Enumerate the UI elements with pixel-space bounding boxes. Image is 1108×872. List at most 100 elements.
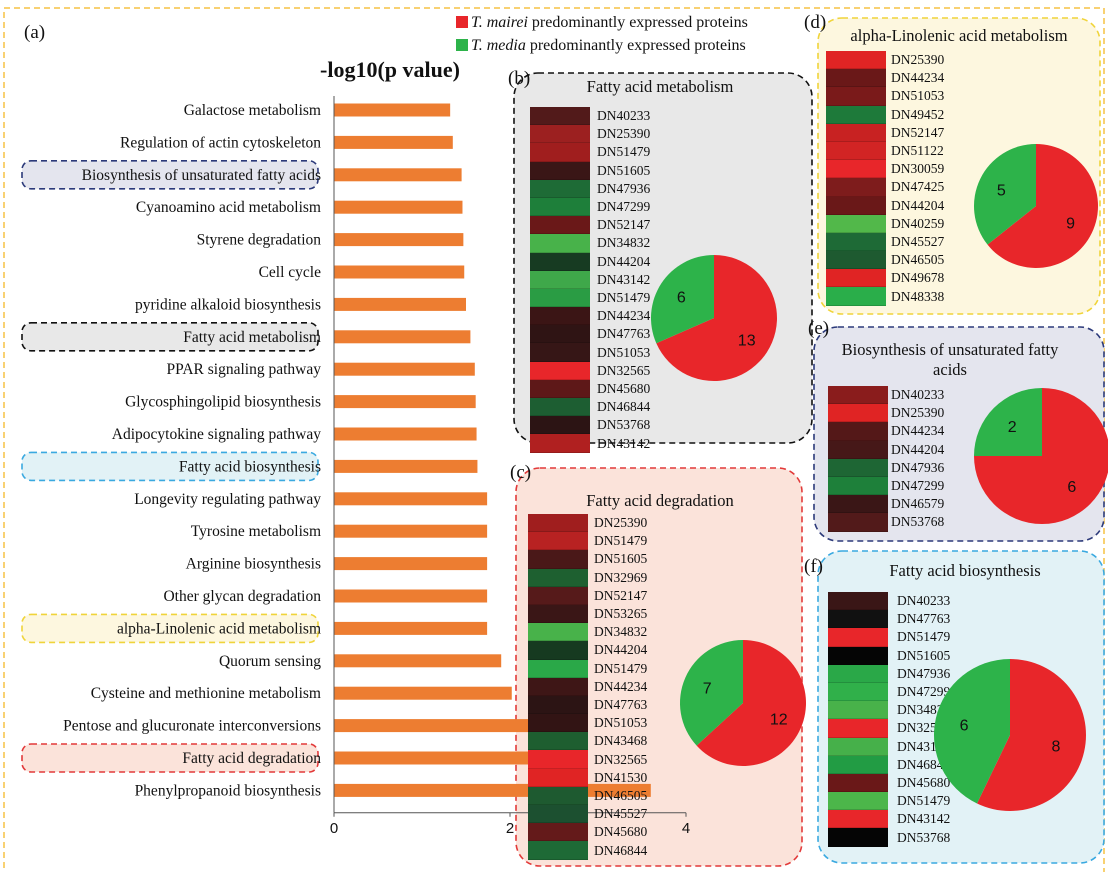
bar-category-label: Fatty acid biosynthesis bbox=[179, 458, 321, 475]
heatmap-cell bbox=[530, 161, 590, 180]
bar bbox=[334, 524, 488, 538]
heatmap-cell bbox=[826, 287, 886, 306]
heatmap-cell bbox=[828, 404, 888, 423]
heatmap-row-labels: DN25390 DN51479 DN51605 DN32969 DN52147 DN532… bbox=[594, 514, 647, 860]
bar-category-label: Regulation of actin cytoskeleton bbox=[120, 134, 321, 151]
protein-id-label: DN25390 bbox=[891, 405, 945, 421]
bar bbox=[334, 459, 478, 473]
heatmap-cell bbox=[828, 664, 888, 683]
protein-id-label: DN53768 bbox=[597, 417, 651, 433]
highlight-box bbox=[21, 160, 319, 190]
heatmap-cell bbox=[828, 476, 888, 496]
legend-item-media: T. media predominantly expressed protein… bbox=[456, 37, 746, 55]
heatmap-cell bbox=[828, 386, 888, 405]
protein-id-label: DN53768 bbox=[891, 514, 945, 530]
protein-id-label: DN51479 bbox=[597, 290, 651, 306]
legend-text-mairei: predominantly expressed proteins bbox=[527, 14, 748, 31]
protein-id-label: DN44204 bbox=[597, 253, 651, 269]
heatmap-cell bbox=[826, 87, 886, 106]
protein-id-label: DN48338 bbox=[891, 288, 945, 304]
protein-id-label: DN43142 bbox=[597, 271, 651, 287]
bar-category-label: pyridine alkaloid biosynthesis bbox=[135, 296, 321, 313]
protein-id-label: DN32565 bbox=[594, 751, 648, 767]
heatmap-cell bbox=[528, 532, 588, 551]
heatmap-cell bbox=[528, 550, 588, 569]
panel-label-f: (f) bbox=[804, 556, 823, 577]
heatmap-cell bbox=[528, 568, 588, 587]
heatmap-column bbox=[828, 386, 888, 532]
legend-species-mairei: T. mairei bbox=[471, 14, 528, 31]
heatmap-cell bbox=[530, 234, 590, 253]
bar bbox=[334, 362, 475, 376]
bar-category-label: Phenylpropanoid biosynthesis bbox=[135, 782, 321, 799]
protein-id-label: DN46844 bbox=[597, 399, 651, 415]
heatmap-cell bbox=[826, 196, 886, 215]
protein-id-label: DN47936 bbox=[891, 459, 945, 475]
heatmap-cell bbox=[528, 677, 588, 696]
protein-id-label: DN52147 bbox=[891, 124, 945, 140]
heatmap-cell bbox=[828, 458, 888, 477]
protein-id-label: DN51053 bbox=[594, 715, 648, 731]
heatmap-row-labels: DN40233 DN25390 DN51479 DN51605 DN47936 DN472… bbox=[597, 107, 650, 453]
heatmap-cell bbox=[828, 440, 888, 459]
bar bbox=[334, 265, 465, 279]
protein-id-label: DN47936 bbox=[597, 180, 651, 196]
bar-category-label: Galactose metabolism bbox=[184, 102, 321, 119]
heatmap-cell bbox=[528, 659, 588, 678]
protein-id-label: DN49678 bbox=[891, 270, 945, 286]
protein-id-label: DN45527 bbox=[594, 806, 648, 822]
panel-label-b: (b) bbox=[508, 68, 531, 89]
heatmap-cell bbox=[828, 682, 888, 702]
bar-category-label: Cyanoamino acid metabolism bbox=[136, 199, 321, 216]
protein-id-label: DN47299 bbox=[597, 199, 651, 215]
protein-id-label: DN46844 bbox=[594, 842, 648, 858]
heatmap-cell bbox=[530, 434, 590, 453]
protein-id-label: DN34832 bbox=[594, 624, 648, 640]
heatmap-cell bbox=[530, 398, 590, 417]
protein-id-label: DN51479 bbox=[594, 660, 648, 676]
protein-id-label: DN43142 bbox=[597, 435, 651, 451]
heatmap-cell bbox=[530, 288, 590, 308]
bar bbox=[334, 233, 464, 247]
heatmap-cell bbox=[826, 269, 886, 288]
protein-id-label: DN45680 bbox=[594, 824, 648, 840]
protein-id-label: DN53768 bbox=[897, 829, 951, 845]
protein-id-label: DN44234 bbox=[597, 308, 651, 324]
bar bbox=[334, 492, 488, 506]
bar bbox=[334, 751, 563, 765]
protein-id-label: DN51605 bbox=[594, 551, 648, 567]
bar-chart: Galactose metabolism Regulation of actin … bbox=[21, 96, 690, 837]
protein-id-label: DN47763 bbox=[597, 326, 651, 342]
protein-id-label: DN51122 bbox=[891, 143, 944, 159]
protein-id-label: DN47763 bbox=[594, 697, 648, 713]
bar bbox=[334, 135, 453, 149]
heatmap-cell bbox=[530, 216, 590, 235]
heatmap-column bbox=[828, 592, 888, 847]
heatmap-cell bbox=[530, 379, 590, 398]
bar bbox=[334, 297, 466, 311]
protein-id-label: DN49452 bbox=[891, 106, 945, 122]
protein-id-label: DN51479 bbox=[897, 629, 951, 645]
bar bbox=[334, 427, 477, 441]
heatmap-cell bbox=[530, 252, 590, 271]
bar-category-label: Styrene degradation bbox=[197, 232, 322, 249]
bar-category-label: Cysteine and methionine metabolism bbox=[91, 685, 321, 702]
heatmap-cell bbox=[826, 123, 886, 142]
bar bbox=[334, 686, 512, 700]
legend-swatch-green bbox=[456, 39, 468, 51]
heatmap-cell bbox=[528, 514, 588, 533]
protein-id-label: DN43142 bbox=[897, 811, 951, 827]
heatmap-cell bbox=[530, 343, 590, 362]
protein-id-label: DN44204 bbox=[594, 642, 648, 658]
protein-id-label: DN34832 bbox=[597, 235, 651, 251]
bar bbox=[334, 621, 488, 635]
heatmap-cell bbox=[530, 125, 590, 144]
heatmap-row-labels: DN40233 DN47763 DN51479 DN51605 DN47936 DN472… bbox=[897, 592, 950, 847]
x-tick-label: 4 bbox=[682, 820, 690, 837]
bar-category-label: Glycosphingolipid biosynthesis bbox=[125, 394, 321, 411]
heatmap-cell bbox=[828, 719, 888, 738]
heatmap-column bbox=[528, 514, 588, 860]
protein-id-label: DN41530 bbox=[594, 769, 648, 785]
protein-id-label: DN51605 bbox=[597, 162, 651, 178]
bar-category-label: Adipocytokine signaling pathway bbox=[112, 426, 321, 443]
